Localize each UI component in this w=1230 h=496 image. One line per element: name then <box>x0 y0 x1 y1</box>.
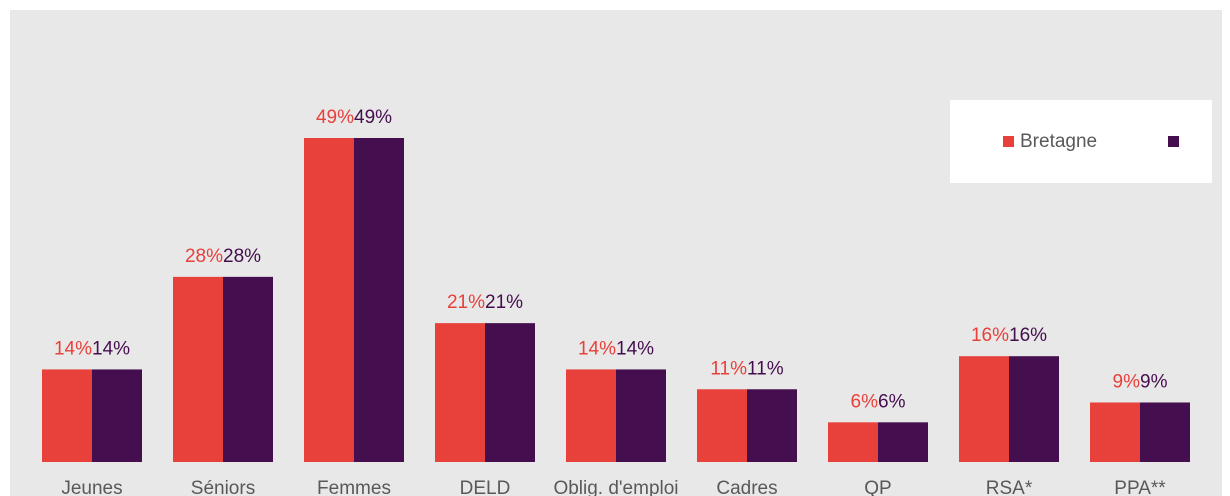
x-tick-label: Oblig. d'emploi <box>553 478 678 496</box>
x-tick-label: Femmes <box>317 478 391 496</box>
bar <box>1140 402 1190 462</box>
x-tick-label: QP <box>864 478 891 496</box>
legend-marker <box>1003 136 1014 147</box>
x-tick-label: Cadres <box>716 478 777 496</box>
bar <box>435 323 485 462</box>
bar <box>223 276 273 462</box>
value-label: 21% <box>447 292 485 313</box>
x-tick-label: DELD <box>460 478 511 496</box>
bar <box>42 369 92 462</box>
value-label: 14% <box>616 338 654 359</box>
value-label: 14% <box>54 338 92 359</box>
bar <box>304 138 354 462</box>
value-label: 9% <box>1140 372 1168 393</box>
value-label: 21% <box>485 292 523 313</box>
bar <box>354 138 404 462</box>
bar <box>92 369 142 462</box>
x-tick-label: PPA** <box>1114 478 1166 496</box>
bar <box>697 389 747 462</box>
legend-label: Bretagne <box>1020 131 1097 152</box>
bar <box>878 422 928 462</box>
value-label: 11% <box>710 358 747 379</box>
value-label: 28% <box>223 246 261 267</box>
bar <box>616 369 666 462</box>
value-label: 16% <box>971 325 1009 346</box>
bar <box>1009 356 1059 462</box>
legend-marker <box>1168 136 1179 147</box>
value-label: 28% <box>185 246 223 267</box>
bar <box>747 389 797 462</box>
value-label: 6% <box>878 391 906 412</box>
bar <box>828 422 878 462</box>
bar <box>959 356 1009 462</box>
x-tick-label: Jeunes <box>61 478 122 496</box>
bar <box>485 323 535 462</box>
value-label: 14% <box>92 338 130 359</box>
value-label: 16% <box>1009 325 1047 346</box>
value-label: 11% <box>747 358 784 379</box>
x-tick-label: Séniors <box>191 478 255 496</box>
value-label: 9% <box>1113 372 1141 393</box>
x-tick-label: RSA* <box>986 478 1033 496</box>
bar <box>566 369 616 462</box>
value-label: 49% <box>316 107 354 128</box>
value-label: 6% <box>851 391 879 412</box>
bar <box>173 276 223 462</box>
value-label: 49% <box>354 107 392 128</box>
value-label: 14% <box>578 338 616 359</box>
bar <box>1090 402 1140 462</box>
